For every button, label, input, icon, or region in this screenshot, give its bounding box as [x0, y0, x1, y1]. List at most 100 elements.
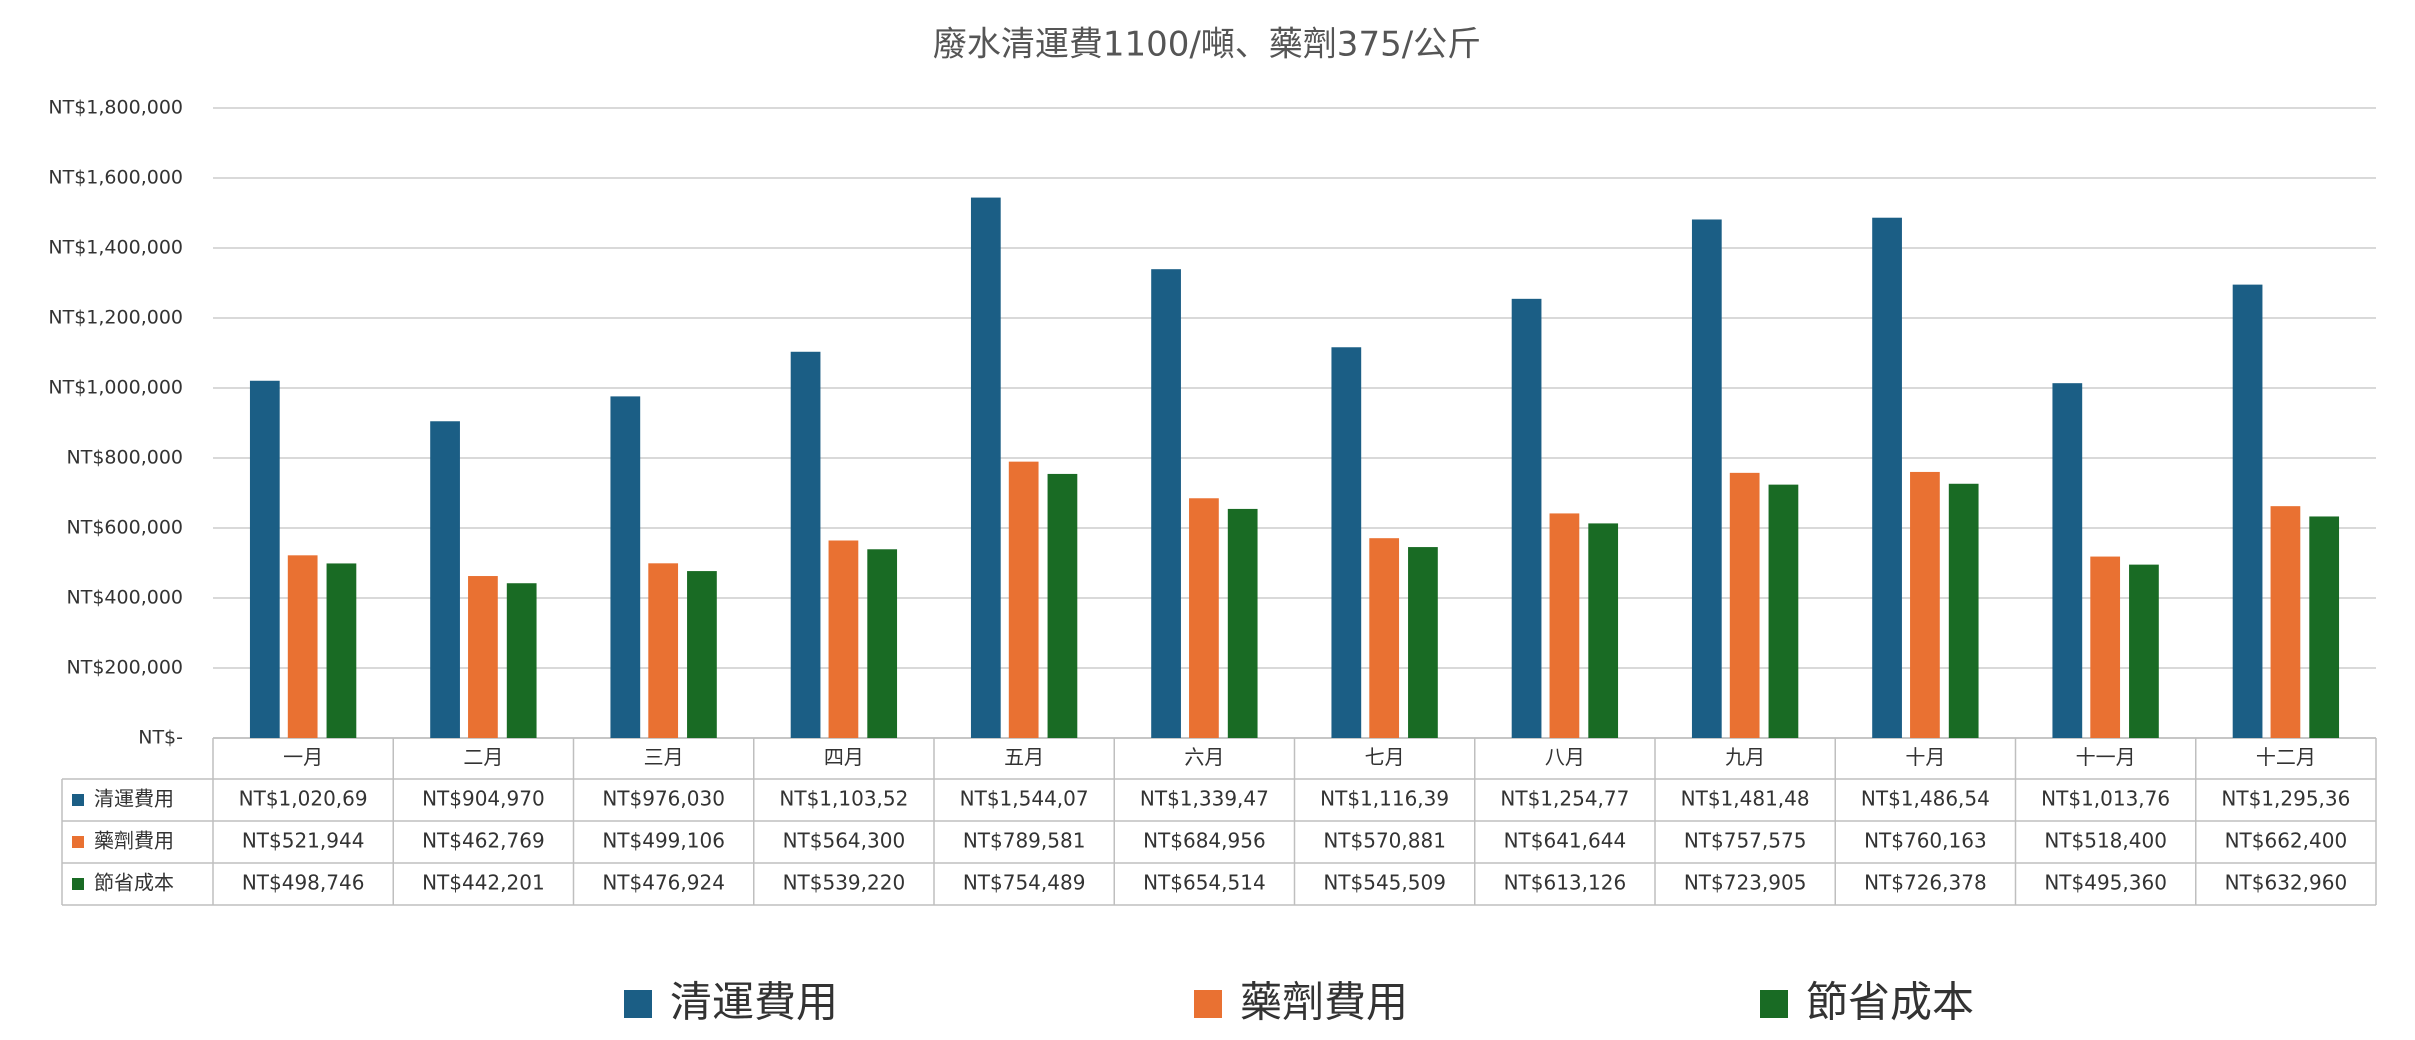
- bar: [1369, 538, 1400, 738]
- bar: [1008, 461, 1039, 738]
- table-cell: NT$662,400: [2225, 829, 2348, 853]
- x-tick-label: 七月: [1365, 745, 1405, 769]
- bar: [2232, 284, 2263, 738]
- bar: [430, 421, 460, 738]
- bar: [1588, 523, 1619, 738]
- y-tick-label: NT$200,000: [67, 657, 183, 679]
- x-tick-label: 九月: [1725, 745, 1765, 769]
- table-cell: NT$904,970: [422, 787, 545, 811]
- bar: [1872, 217, 1902, 738]
- bar: [249, 380, 280, 738]
- table-cell: NT$613,126: [1504, 871, 1627, 895]
- x-tick-label: 二月: [463, 745, 503, 769]
- y-tick-label: NT$1,600,000: [48, 167, 183, 189]
- table-cell: NT$442,201: [422, 871, 545, 895]
- table-cell: NT$564,300: [783, 829, 906, 853]
- bar: [1047, 473, 1078, 738]
- table-swatch: [72, 794, 84, 806]
- bar: [468, 576, 498, 738]
- table-cell: NT$1,486,54: [1861, 787, 1990, 811]
- bar: [1151, 269, 1181, 738]
- table-cell: NT$462,769: [422, 829, 545, 853]
- table-row-header: 藥劑費用: [94, 829, 174, 853]
- table-row-header: 清運費用: [94, 787, 174, 811]
- bar: [1189, 498, 1219, 738]
- x-tick-label: 十二月: [2256, 745, 2316, 769]
- x-tick-label: 八月: [1545, 745, 1585, 769]
- y-tick-label: NT$1,200,000: [48, 307, 183, 329]
- bar: [2270, 506, 2301, 738]
- bar: [828, 540, 859, 738]
- bar: [1331, 347, 1362, 738]
- bar: [1408, 547, 1438, 738]
- bar: [287, 555, 318, 738]
- table-cell: NT$521,944: [242, 829, 365, 853]
- bar: [1227, 508, 1258, 738]
- table-swatch: [72, 878, 84, 890]
- bar: [1691, 219, 1722, 738]
- y-tick-label: NT$1,400,000: [48, 237, 183, 259]
- table-cell: NT$1,020,69: [239, 787, 368, 811]
- bar: [2129, 564, 2159, 738]
- x-tick-label: 一月: [283, 745, 323, 769]
- legend-swatch: [1194, 990, 1222, 1018]
- table-cell: NT$1,103,52: [779, 787, 908, 811]
- bar: [610, 396, 641, 738]
- x-tick-label: 十月: [1905, 745, 1945, 769]
- table-cell: NT$654,514: [1143, 871, 1266, 895]
- x-tick-label: 六月: [1184, 745, 1224, 769]
- bar: [1729, 472, 1760, 738]
- table-cell: NT$1,116,39: [1320, 787, 1449, 811]
- x-tick-label: 十一月: [2076, 745, 2136, 769]
- bar: [1948, 483, 1979, 738]
- bar: [1549, 513, 1580, 738]
- table-cell: NT$545,509: [1323, 871, 1446, 895]
- table-cell: NT$495,360: [2044, 871, 2167, 895]
- y-tick-label: NT$400,000: [67, 587, 183, 609]
- table-cell: NT$539,220: [783, 871, 906, 895]
- bar: [506, 583, 537, 738]
- table-cell: NT$499,106: [602, 829, 725, 853]
- legend-label: 清運費用: [670, 978, 838, 1027]
- bar: [790, 351, 821, 738]
- table-cell: NT$1,544,07: [960, 787, 1089, 811]
- table-cell: NT$757,575: [1684, 829, 1807, 853]
- table-cell: NT$641,644: [1504, 829, 1627, 853]
- bar: [2052, 383, 2083, 738]
- table-cell: NT$760,163: [1864, 829, 1987, 853]
- y-tick-label: NT$-: [138, 727, 183, 749]
- bar: [970, 197, 1001, 738]
- table-row-header: 節省成本: [94, 871, 174, 895]
- table-cell: NT$632,960: [2225, 871, 2348, 895]
- table-cell: NT$754,489: [963, 871, 1086, 895]
- bar: [326, 563, 357, 738]
- bar: [1768, 484, 1799, 738]
- table-cell: NT$1,013,76: [2041, 787, 2170, 811]
- table-swatch: [72, 836, 84, 848]
- x-tick-label: 四月: [824, 745, 864, 769]
- table-cell: NT$726,378: [1864, 871, 1987, 895]
- table-cell: NT$1,295,36: [2221, 787, 2350, 811]
- y-tick-label: NT$1,800,000: [48, 97, 183, 119]
- table-cell: NT$570,881: [1323, 829, 1446, 853]
- table-cell: NT$723,905: [1684, 871, 1807, 895]
- table-cell: NT$789,581: [963, 829, 1086, 853]
- bar: [2090, 556, 2121, 738]
- table-cell: NT$476,924: [602, 871, 725, 895]
- bar: [1511, 298, 1542, 738]
- bar: [687, 571, 717, 738]
- table-cell: NT$518,400: [2044, 829, 2167, 853]
- y-tick-label: NT$600,000: [67, 517, 183, 539]
- table-cell: NT$1,481,48: [1681, 787, 1810, 811]
- table-cell: NT$1,254,77: [1500, 787, 1629, 811]
- chart-title: 廢水清運費1100/噸、藥劑375/公斤: [933, 25, 1481, 65]
- legend-label: 藥劑費用: [1240, 978, 1408, 1027]
- bar: [2309, 516, 2340, 738]
- x-tick-label: 五月: [1004, 745, 1044, 769]
- x-tick-label: 三月: [644, 745, 684, 769]
- bar: [1910, 471, 1940, 738]
- bar: [867, 549, 898, 738]
- y-tick-label: NT$1,000,000: [48, 377, 183, 399]
